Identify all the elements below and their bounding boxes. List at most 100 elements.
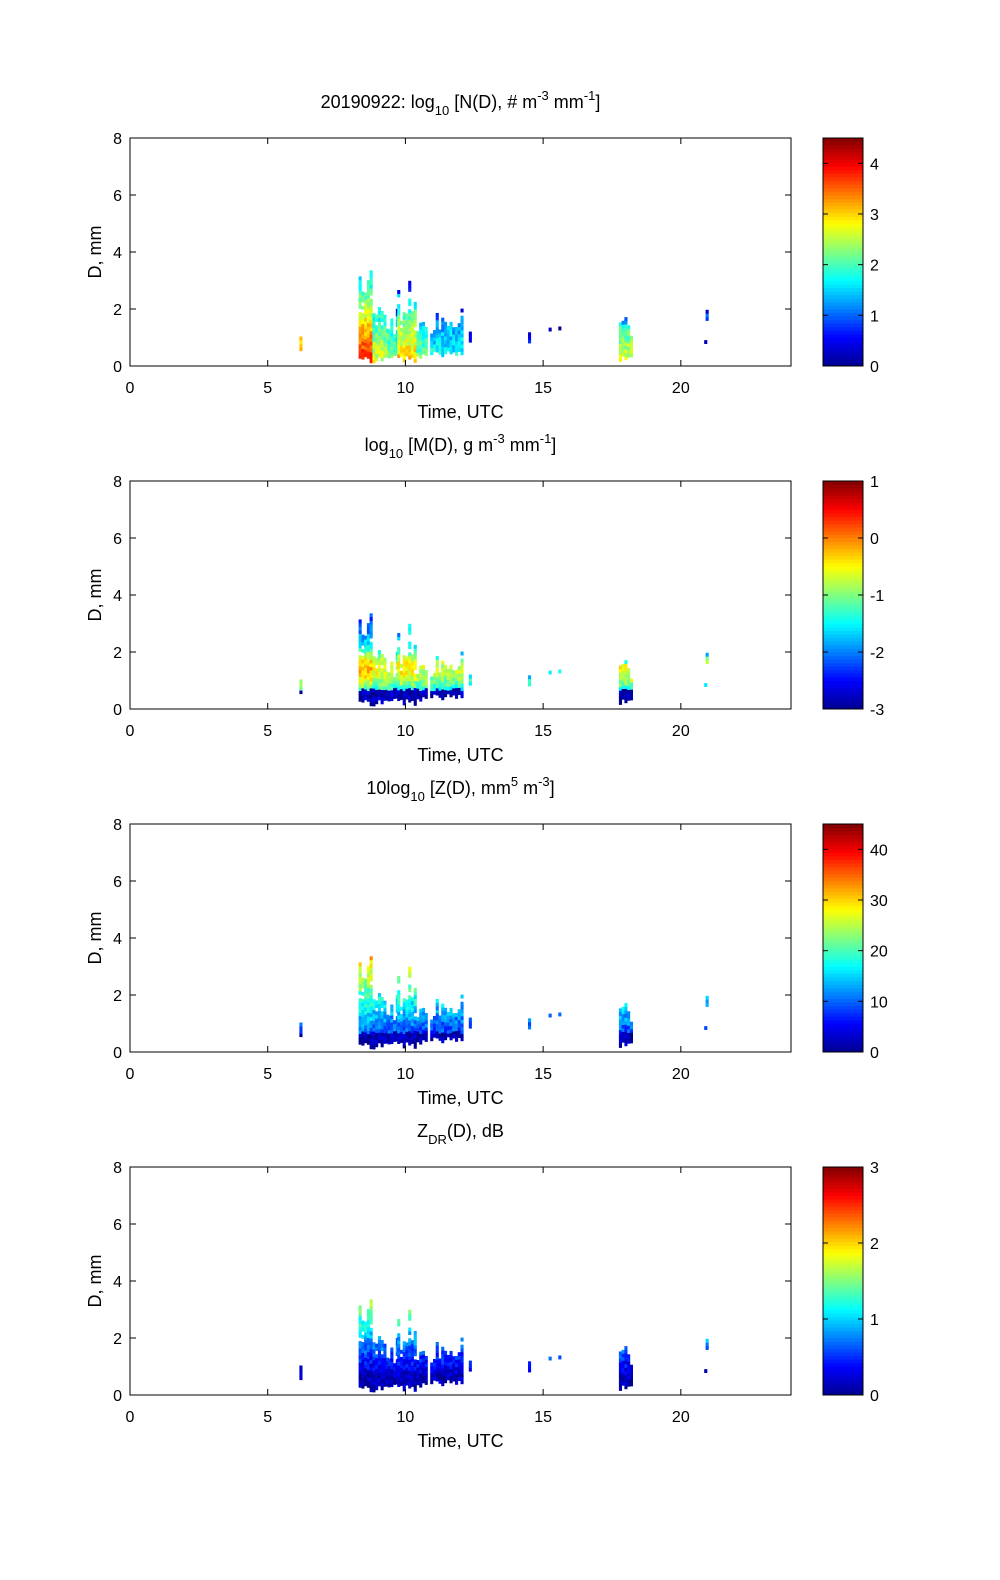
heatmap-cell: [424, 337, 428, 342]
heatmap-cell: [377, 314, 381, 319]
heatmap-cell: [627, 1039, 631, 1044]
heatmap-cell: [435, 1349, 439, 1353]
heatmap-cell: [366, 305, 370, 309]
heatmap-cell: [419, 683, 423, 688]
heatmap-cell: [413, 1387, 417, 1392]
heatmap-cell: [402, 690, 406, 695]
heatmap-cell: [413, 319, 417, 324]
heatmap-cell: [358, 976, 362, 981]
colorbar-segment: [823, 141, 863, 146]
heatmap-cell: [419, 340, 423, 345]
colorbar-segment: [823, 276, 863, 281]
heatmap-cell: [460, 669, 464, 674]
heatmap-cell: [627, 1036, 631, 1041]
heatmap-cell: [364, 1325, 368, 1330]
heatmap-cell: [369, 302, 373, 307]
heatmap-cell: [358, 304, 362, 309]
colorbar-segment: [823, 1284, 863, 1289]
heatmap-cell: [399, 685, 403, 690]
heatmap-cell: [369, 1388, 373, 1393]
heatmap-cell: [402, 337, 406, 341]
heatmap-cell: [416, 684, 420, 689]
heatmap-cell: [361, 666, 365, 671]
heatmap-cell: [377, 1003, 381, 1008]
heatmap-cell: [416, 1020, 420, 1025]
heatmap-cell: [441, 331, 445, 336]
heatmap-cell: [413, 987, 417, 992]
heatmap-cell: [364, 996, 368, 1001]
heatmap-cell: [408, 344, 412, 349]
heatmap-cell: [408, 966, 412, 971]
heatmap-cell: [375, 328, 379, 333]
heatmap-cell: [446, 343, 450, 348]
colorbar-segment: [823, 977, 863, 982]
colorbar-segment: [823, 627, 863, 632]
heatmap-cell: [361, 313, 365, 317]
heatmap-cell: [410, 350, 414, 355]
heatmap-cell: [366, 1373, 370, 1378]
heatmap-cell: [366, 655, 370, 660]
heatmap-cell: [369, 959, 373, 964]
heatmap-cell: [460, 994, 464, 999]
heatmap-cell: [444, 325, 448, 330]
heatmap-cell: [377, 1382, 381, 1387]
heatmap-cell: [416, 345, 420, 350]
heatmap-cell: [618, 358, 622, 362]
title-mid: m: [518, 778, 538, 798]
heatmap-cell: [377, 324, 381, 329]
heatmap-cell: [457, 1012, 461, 1017]
heatmap-cell: [413, 1384, 417, 1389]
heatmap-cell: [383, 689, 387, 694]
heatmap-cell: [627, 1011, 631, 1016]
heatmap-cell: [390, 329, 394, 334]
heatmap-cell: [375, 357, 379, 362]
heatmap-cell: [380, 686, 384, 690]
heatmap-cell: [366, 1008, 370, 1013]
heatmap-cell: [416, 691, 420, 696]
colorbar-segment: [823, 845, 863, 850]
heatmap-cell: [399, 335, 403, 339]
heatmap-cell: [624, 681, 628, 686]
heatmap-cell: [383, 1015, 387, 1019]
heatmap-cell: [441, 342, 445, 347]
heatmap-cell: [358, 690, 362, 695]
title-pre: Z: [417, 1121, 428, 1141]
heatmap-cell: [390, 1376, 394, 1380]
heatmap-cell: [361, 695, 365, 700]
heatmap-cell: [364, 328, 368, 333]
heatmap-cell: [413, 648, 417, 653]
heatmap-cell: [366, 697, 370, 702]
heatmap-cell: [375, 318, 379, 322]
heatmap-cell: [424, 684, 428, 689]
heatmap-cell: [621, 695, 625, 700]
heatmap-cell: [629, 342, 633, 347]
heatmap-cell: [627, 332, 631, 337]
heatmap-cell: [361, 1034, 365, 1039]
heatmap-cell: [460, 1001, 464, 1006]
heatmap-cell: [397, 322, 401, 326]
heatmap-cell: [624, 327, 628, 332]
heatmap-cell: [399, 1360, 403, 1365]
heatmap-cell: [419, 1380, 423, 1385]
heatmap-cell: [618, 679, 622, 684]
heatmap-cell: [366, 290, 370, 295]
heatmap-cell: [402, 1019, 406, 1024]
heatmap-cell: [455, 1034, 459, 1039]
heatmap-cell: [435, 316, 439, 321]
heatmap-cell: [361, 1349, 365, 1353]
heatmap-cell: [618, 1022, 622, 1027]
heatmap-cell: [369, 684, 373, 689]
heatmap-cell: [366, 1380, 370, 1385]
heatmap-cell: [383, 1350, 387, 1355]
heatmap-cell: [410, 697, 414, 701]
colorbar-segment: [823, 538, 863, 542]
heatmap-cell: [624, 317, 628, 321]
heatmap-cell: [361, 1363, 365, 1368]
heatmap-cell: [375, 700, 379, 705]
y-tick-label: 8: [113, 474, 122, 491]
heatmap-cell: [424, 1034, 428, 1039]
heatmap-cell: [705, 656, 709, 661]
heatmap-cell: [397, 647, 401, 652]
heatmap-cell: [299, 1033, 303, 1038]
heatmap-cell: [441, 1035, 445, 1040]
